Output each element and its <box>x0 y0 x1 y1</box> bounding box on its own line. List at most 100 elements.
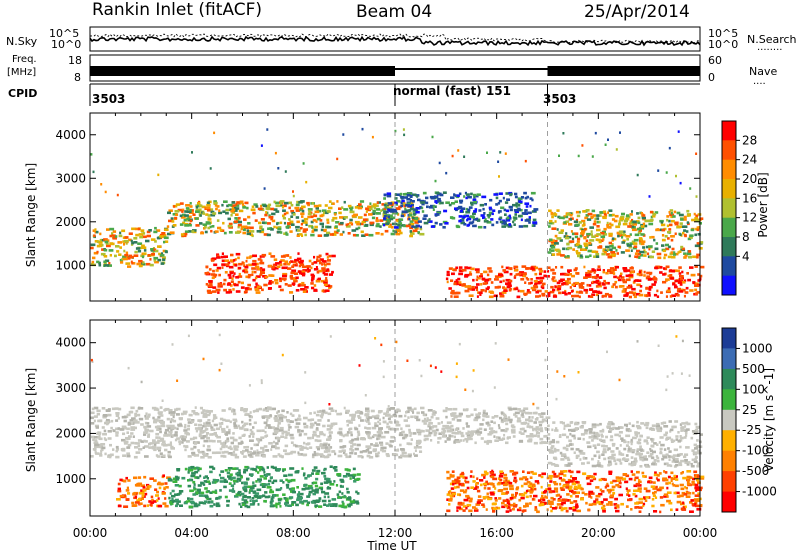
power-cell <box>591 268 595 271</box>
power-cell <box>390 201 395 204</box>
velocity-cell <box>545 496 548 499</box>
power-cell <box>539 270 543 273</box>
velocity-cell <box>176 493 181 496</box>
power-cell <box>626 242 630 246</box>
velocity-cell <box>573 500 578 503</box>
power-cell <box>639 226 644 230</box>
power-cell <box>585 246 588 250</box>
power-cell <box>679 283 683 286</box>
velocity-cell <box>156 482 161 486</box>
velocity-cell <box>538 503 544 507</box>
power-cell <box>548 209 552 213</box>
power-cell <box>642 222 646 226</box>
power-cell <box>484 203 487 206</box>
power-cell <box>653 275 656 279</box>
velocity-cell <box>211 490 216 494</box>
power-cell <box>465 214 470 218</box>
velocity-cell <box>299 492 304 496</box>
velocity-cell <box>220 454 225 458</box>
power-cell <box>677 130 680 133</box>
velocity-cell <box>307 436 312 440</box>
power-cell <box>608 214 613 217</box>
power-cell <box>499 294 505 298</box>
power-cell <box>513 218 516 222</box>
velocity-cell <box>634 502 639 505</box>
power-cell <box>342 133 345 136</box>
velocity-cell <box>170 429 173 432</box>
power-cell <box>249 233 253 236</box>
velocity-cell <box>303 422 307 426</box>
power-cell <box>537 289 542 293</box>
velocity-cell <box>473 509 479 512</box>
power-cell <box>425 196 429 200</box>
velocity-cell <box>214 491 218 494</box>
velocity-cell <box>112 429 116 433</box>
power-cell <box>563 221 567 224</box>
power-cell <box>453 268 457 272</box>
velocity-cell <box>533 427 538 431</box>
power-cell <box>667 274 670 278</box>
velocity-cell <box>529 491 533 494</box>
velocity-cell <box>321 499 327 503</box>
power-cell <box>564 273 568 276</box>
velocity-cell <box>254 409 259 413</box>
velocity-cell <box>365 420 370 423</box>
velocity-cell <box>689 501 693 504</box>
power-cell <box>487 215 490 219</box>
velocity-cell <box>445 415 448 419</box>
power-cell <box>403 224 409 228</box>
power-cell <box>466 266 472 270</box>
velocity-cell <box>277 439 280 443</box>
velocity-cell <box>527 422 530 426</box>
power-cell <box>375 224 380 228</box>
velocity-cell <box>506 504 509 508</box>
power-cell <box>262 268 266 271</box>
power-cell <box>589 254 592 257</box>
power-cell <box>620 218 624 222</box>
velocity-cell <box>243 499 248 502</box>
power-cell <box>310 233 315 237</box>
power-cell <box>554 285 557 288</box>
power-cell <box>630 222 634 225</box>
velocity-cell <box>501 492 505 495</box>
velocity-cell <box>355 500 359 503</box>
power-cell <box>562 291 567 294</box>
power-cell <box>681 270 684 274</box>
power-cell <box>421 202 425 206</box>
velocity-cell <box>511 424 515 427</box>
power-cell <box>482 282 487 285</box>
velocity-cell <box>134 446 139 449</box>
velocity-cell <box>666 495 669 498</box>
power-cell <box>567 213 571 216</box>
power-cell <box>324 269 329 273</box>
power-cell <box>586 235 589 238</box>
power-cell <box>284 201 289 205</box>
velocity-cell <box>178 484 182 488</box>
velocity-cell <box>193 436 198 440</box>
velocity-cell <box>344 468 349 471</box>
power-cell <box>461 268 467 272</box>
power-cell <box>512 203 517 207</box>
power-cell <box>522 274 527 278</box>
power-cell <box>281 205 285 209</box>
power-cell <box>552 268 555 272</box>
power-cell <box>527 211 532 215</box>
power-cell <box>586 232 591 236</box>
power-cell <box>373 206 377 210</box>
power-cell <box>386 194 392 198</box>
velocity-cell <box>544 502 547 505</box>
power-cell <box>279 279 282 283</box>
power-cell <box>660 221 663 224</box>
power-cell <box>587 270 590 273</box>
power-cell <box>318 269 323 273</box>
velocity-cell <box>311 472 314 475</box>
velocity-cell <box>111 407 116 411</box>
velocity-cell <box>115 445 119 449</box>
velocity-cell <box>166 417 170 421</box>
velocity-cell <box>348 431 353 434</box>
velocity-cell <box>205 421 208 425</box>
power-cell <box>520 218 523 222</box>
velocity-cell <box>303 483 308 487</box>
velocity-cell <box>308 493 311 496</box>
velocity-cell <box>563 474 567 477</box>
